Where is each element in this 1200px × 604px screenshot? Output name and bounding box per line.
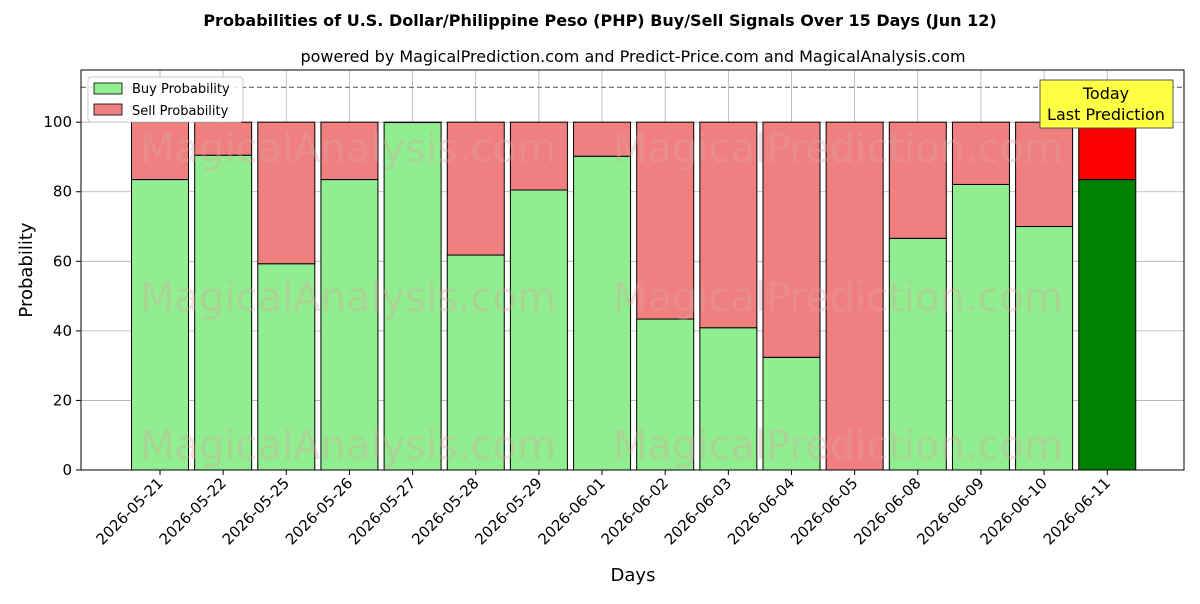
y-axis-label: Probability: [16, 222, 37, 317]
legend-buy-swatch: [94, 83, 122, 94]
y-tick-label: 40: [53, 322, 72, 340]
x-tick-label: 2026-06-02: [598, 474, 672, 548]
x-tick-label: 2026-06-01: [534, 474, 608, 548]
watermark-text: MagicalAnalysis.com: [140, 423, 556, 469]
x-tick-label: 2026-06-03: [661, 474, 735, 548]
y-tick-label: 100: [43, 113, 72, 131]
legend: Buy Probability Sell Probability: [88, 77, 243, 122]
x-tick-label: 2026-05-25: [219, 474, 293, 548]
legend-sell-swatch: [94, 104, 122, 115]
buy-bar: [1079, 180, 1136, 470]
annotation-line1: Today: [1082, 84, 1129, 103]
sell-bar: [1079, 122, 1136, 179]
watermark-text: MagicalAnalysis.com: [140, 126, 556, 172]
x-tick-label: 2026-06-11: [1040, 474, 1114, 548]
today-annotation: Today Last Prediction: [1040, 80, 1173, 128]
y-axis: 0 20 40 60 80 100: [43, 113, 81, 479]
chart-title: Probabilities of U.S. Dollar/Philippine …: [203, 11, 996, 30]
chart-subtitle: powered by MagicalPrediction.com and Pre…: [300, 47, 965, 66]
y-tick-label: 60: [53, 252, 72, 270]
x-tick-label: 2026-05-29: [471, 474, 545, 548]
x-tick-label: 2026-06-08: [850, 474, 924, 548]
legend-buy-label: Buy Probability: [132, 82, 230, 97]
x-tick-label: 2026-05-26: [282, 474, 356, 548]
legend-sell-label: Sell Probability: [132, 104, 229, 119]
x-tick-label: 2026-06-04: [724, 474, 798, 548]
x-tick-label: 2026-05-28: [408, 474, 482, 548]
y-tick-label: 20: [53, 391, 72, 409]
x-tick-label: 2026-06-10: [977, 474, 1051, 548]
x-tick-label: 2026-05-27: [345, 474, 419, 548]
y-tick-label: 0: [62, 461, 72, 479]
watermark-text: MagicalAnalysis.com: [140, 275, 556, 321]
watermark-text: MagicalPrediction.com: [613, 126, 1063, 172]
x-axis-label: Days: [611, 565, 656, 586]
watermark-text: MagicalPrediction.com: [613, 423, 1063, 469]
annotation-line2: Last Prediction: [1047, 105, 1165, 124]
y-tick-label: 80: [53, 183, 72, 201]
x-tick-label: 2026-05-21: [92, 474, 166, 548]
x-tick-label: 2026-06-05: [787, 474, 861, 548]
x-tick-label: 2026-05-22: [156, 474, 230, 548]
watermark-text: MagicalPrediction.com: [613, 275, 1063, 321]
x-tick-label: 2026-06-09: [913, 474, 987, 548]
x-axis: 2026-05-212026-05-222026-05-252026-05-26…: [92, 470, 1114, 548]
